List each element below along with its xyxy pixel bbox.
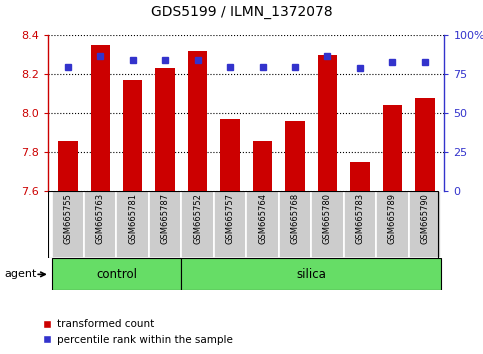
Legend: transformed count, percentile rank within the sample: transformed count, percentile rank withi… xyxy=(39,315,237,349)
Text: control: control xyxy=(96,268,137,281)
Bar xyxy=(58,141,77,191)
Text: GSM665780: GSM665780 xyxy=(323,193,332,244)
Bar xyxy=(214,191,246,258)
Bar xyxy=(285,121,305,191)
Bar xyxy=(220,119,240,191)
Bar xyxy=(52,258,182,290)
Bar xyxy=(182,258,441,290)
Bar xyxy=(311,191,344,258)
Bar xyxy=(409,191,441,258)
Text: GSM665752: GSM665752 xyxy=(193,193,202,244)
Bar xyxy=(149,191,182,258)
Bar xyxy=(279,191,311,258)
Bar xyxy=(246,191,279,258)
Bar xyxy=(376,191,409,258)
Text: agent: agent xyxy=(5,269,37,279)
Bar xyxy=(90,45,110,191)
Bar xyxy=(253,141,272,191)
Bar xyxy=(182,191,214,258)
Bar xyxy=(123,80,142,191)
Text: GSM665789: GSM665789 xyxy=(388,193,397,244)
Text: GSM665763: GSM665763 xyxy=(96,193,105,244)
Text: GSM665781: GSM665781 xyxy=(128,193,137,244)
Bar xyxy=(383,105,402,191)
Bar xyxy=(350,162,369,191)
Bar xyxy=(344,191,376,258)
Text: GSM665757: GSM665757 xyxy=(226,193,235,244)
Text: GSM665755: GSM665755 xyxy=(63,193,72,244)
Text: GSM665787: GSM665787 xyxy=(161,193,170,244)
Bar xyxy=(318,55,337,191)
Bar xyxy=(156,69,175,191)
Text: GSM665783: GSM665783 xyxy=(355,193,365,244)
Bar xyxy=(415,98,435,191)
Text: silica: silica xyxy=(296,268,326,281)
Text: GSM665768: GSM665768 xyxy=(291,193,299,244)
Text: GDS5199 / ILMN_1372078: GDS5199 / ILMN_1372078 xyxy=(151,5,332,19)
Bar xyxy=(188,51,207,191)
Bar xyxy=(52,191,84,258)
Text: GSM665764: GSM665764 xyxy=(258,193,267,244)
Text: GSM665790: GSM665790 xyxy=(420,193,429,244)
Bar xyxy=(84,191,116,258)
Bar xyxy=(116,191,149,258)
